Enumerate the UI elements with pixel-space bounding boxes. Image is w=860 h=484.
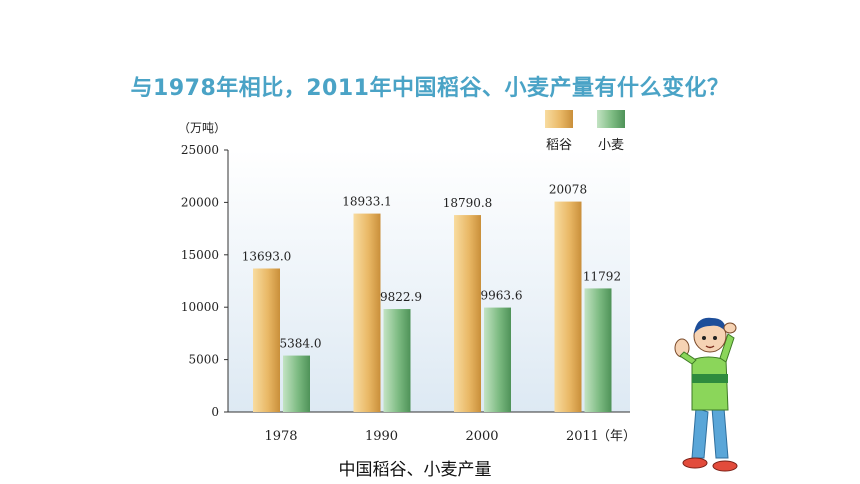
data-label: 18790.8 <box>443 196 493 210</box>
legend-swatch-rice <box>545 110 573 128</box>
bars: 13693.0 5384.0 1978 18933.1 9822.9 1990 18790.… <box>242 183 636 444</box>
data-label: 18933.1 <box>342 195 392 209</box>
bar-wheat-1978 <box>283 355 310 412</box>
x-tick-label: 1990 <box>365 429 398 444</box>
y-tick-label: 20000 <box>181 195 219 209</box>
legend: 稻谷 小麦 <box>545 110 625 153</box>
data-label: 9822.9 <box>380 290 422 304</box>
x-tick-label: 2000 <box>465 429 498 444</box>
bar-rice-1978 <box>253 268 280 412</box>
x-axis-label: （年） <box>597 429 636 444</box>
data-label: 5384.0 <box>280 337 322 351</box>
cartoon-boy-illustration <box>674 317 738 472</box>
legend-label-wheat: 小麦 <box>598 138 624 153</box>
bar-rice-1990 <box>353 213 381 412</box>
axes: 0 5000 10000 15000 20000 25000 （万吨） <box>178 121 630 419</box>
y-tick-label: 0 <box>211 405 219 419</box>
question-title: 与1978年相比，2011年中国稻谷、小麦产量有什么变化？ <box>130 76 730 101</box>
data-label: 11792 <box>583 269 621 283</box>
y-tick-label: 25000 <box>181 143 219 157</box>
bar-wheat-1990 <box>383 309 411 412</box>
x-tick-label: 2011 <box>566 429 599 444</box>
bar-wheat-2000 <box>484 307 511 412</box>
bar-rice-2011 <box>554 201 582 412</box>
bar-rice-2000 <box>454 215 481 412</box>
y-tick-label: 5000 <box>188 353 219 367</box>
chart-caption: 中国稻谷、小麦产量 <box>338 460 492 480</box>
y-tick-label: 15000 <box>181 248 219 262</box>
data-label: 9963.6 <box>481 289 523 303</box>
y-tick-label: 10000 <box>181 300 219 314</box>
legend-label-rice: 稻谷 <box>546 138 572 153</box>
y-axis-label: （万吨） <box>178 121 226 135</box>
x-tick-label: 1978 <box>264 429 297 444</box>
bar-wheat-2011 <box>584 288 612 412</box>
data-label: 13693.0 <box>242 249 292 263</box>
data-label: 20078 <box>549 183 587 197</box>
legend-swatch-wheat <box>597 110 625 128</box>
